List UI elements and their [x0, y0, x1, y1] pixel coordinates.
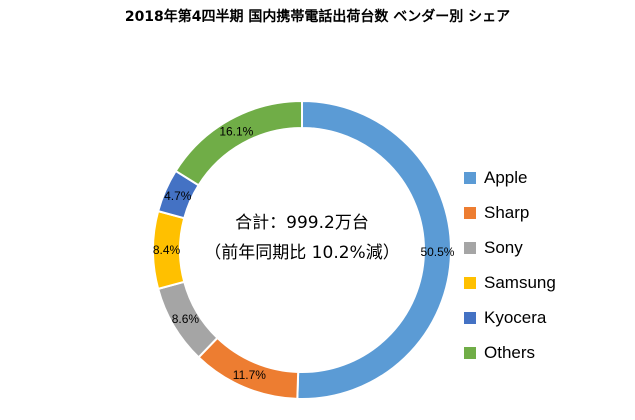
legend-label-sony: Sony — [484, 237, 523, 257]
center-change-label: （前年同期比 10.2%減） — [204, 243, 400, 263]
legend-swatch-sharp — [464, 206, 476, 219]
legend-swatch-others — [464, 346, 476, 359]
chart-title: 2018年第4四半期 国内携帯電話出荷台数 ベンダー別 シェア — [124, 9, 511, 25]
legend-label-samsung: Samsung — [484, 272, 556, 292]
legend-label-sharp: Sharp — [484, 202, 530, 222]
legend-label-apple: Apple — [484, 167, 528, 187]
data-label-sharp: 11.7% — [233, 368, 266, 382]
data-label-sony: 8.6% — [172, 312, 200, 326]
legend-swatch-kyocera — [464, 311, 476, 324]
legend-label-others: Others — [484, 342, 536, 362]
legend-label-kyocera: Kyocera — [484, 307, 547, 327]
chart-legend: Apple Sharp Sony Samsung Kyocera Others — [464, 160, 556, 370]
data-label-samsung: 8.4% — [153, 243, 181, 257]
legend-item-others: Others — [464, 335, 556, 370]
legend-item-samsung: Samsung — [464, 265, 556, 300]
legend-item-sharp: Sharp — [464, 195, 556, 230]
legend-swatch-sony — [464, 241, 476, 254]
data-label-apple: 50.5% — [420, 245, 454, 259]
slice-others — [174, 99, 303, 187]
legend-item-kyocera: Kyocera — [464, 300, 556, 335]
legend-swatch-apple — [464, 171, 476, 184]
center-label: 合計：999.2万台 （前年同期比 10.2%減） — [150, 208, 454, 268]
center-total-label: 合計：999.2万台 — [235, 213, 369, 233]
legend-item-apple: Apple — [464, 160, 556, 195]
legend-item-sony: Sony — [464, 230, 556, 265]
legend-swatch-samsung — [464, 276, 476, 289]
data-label-kyocera: 4.7% — [164, 189, 192, 203]
data-label-others: 16.1% — [219, 124, 253, 138]
